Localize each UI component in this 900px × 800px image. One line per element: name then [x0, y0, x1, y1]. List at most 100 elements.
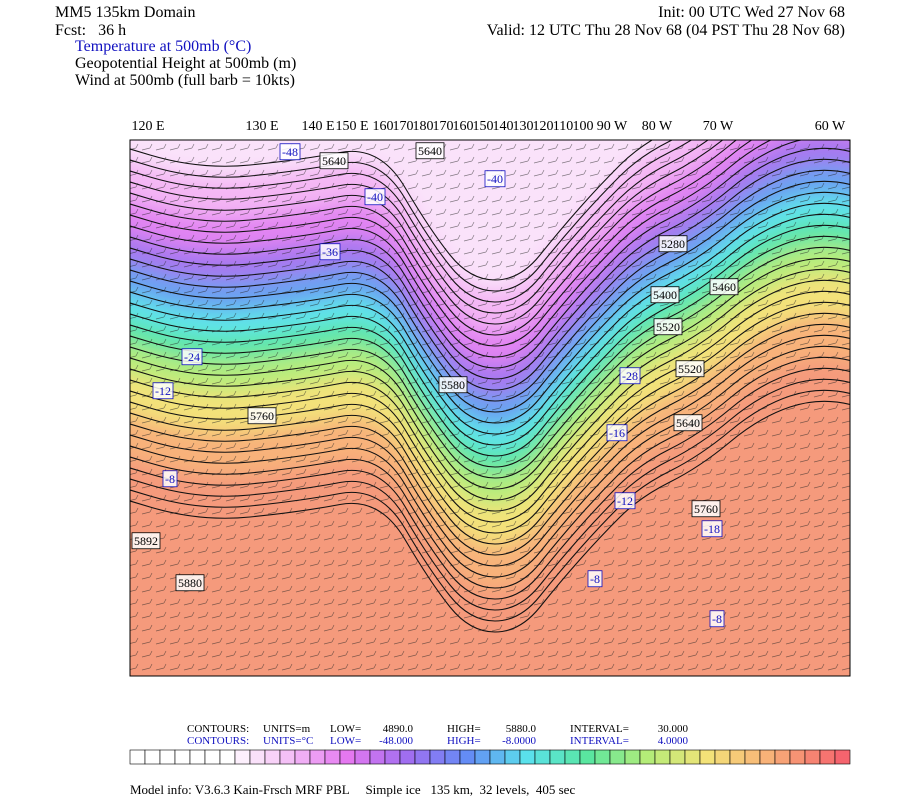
longitude-label: 80 W	[642, 119, 673, 134]
contour-info: UNITS=°C	[263, 735, 313, 747]
contour-label-box	[438, 376, 468, 394]
contour-label: 5760	[694, 502, 718, 516]
color-bar-cell	[609, 749, 626, 765]
contour-label: -28	[622, 369, 638, 383]
map	[130, 140, 850, 676]
longitude-label: 120 E	[131, 119, 164, 134]
longitude-label: 170	[393, 119, 414, 134]
contour-label: 5400	[653, 288, 677, 302]
contour-label: -12	[617, 494, 633, 508]
contour-label-box	[175, 574, 205, 592]
longitude-label: 60 W	[815, 119, 846, 134]
contour-label: 5640	[676, 416, 700, 430]
contour-label: -24	[184, 350, 200, 364]
field-title: Temperature at 500mb (°C)	[75, 38, 251, 55]
contour-label: -8	[712, 612, 722, 626]
longitude-labels: 120 E 130 E 140 E 150 E 160 170 180 170 160 150 14…	[131, 119, 846, 134]
color-bar-cell	[444, 749, 461, 765]
domain: MM5 135km Domain	[55, 4, 195, 21]
color-bar-cell	[339, 749, 356, 765]
color-bar-cell	[654, 749, 671, 765]
contour-label: 5640	[322, 154, 346, 168]
contour-info: 4.0000	[658, 735, 689, 747]
color-bar-cell	[279, 749, 296, 765]
longitude-label: 90 W	[597, 119, 628, 134]
contour-label-box	[709, 278, 739, 296]
contour-label: -40	[487, 172, 503, 186]
contour-label-box	[279, 143, 301, 161]
color-bar-cell	[264, 749, 281, 765]
contour-info: CONTOURS:	[187, 735, 249, 747]
contour-info: LOW=	[330, 735, 361, 747]
contour-label: -8	[590, 572, 600, 586]
longitude-label: 70 W	[703, 119, 734, 134]
contour-info: 30.000	[658, 723, 689, 735]
contour-info: 4890.0	[383, 723, 414, 735]
footer: CONTOURS: UNITS=m LOW= 4890.0 HIGH= 5880.0 INT…	[187, 723, 689, 747]
longitude-label: 160	[373, 119, 394, 134]
color-bar-cell	[729, 749, 746, 765]
color-bar-cell	[669, 749, 686, 765]
contour-label: -18	[704, 522, 720, 536]
color-bar-cell	[219, 749, 236, 765]
init: Init: 00 UTC Wed 27 Nov 68	[658, 4, 845, 21]
field-title: Wind at 500mb (full barb = 10kts)	[75, 72, 295, 89]
contour-label: 5280	[661, 237, 685, 251]
contour-label: -36	[322, 245, 338, 259]
contour-label: -8	[165, 472, 175, 486]
color-bar-cell	[189, 749, 206, 765]
contour-label-box	[701, 520, 723, 538]
color-bar-cell	[129, 749, 146, 765]
color-bar-cell	[564, 749, 581, 765]
contour-info: 5880.0	[506, 723, 537, 735]
color-bar-cell	[759, 749, 776, 765]
wind-barbs	[130, 140, 850, 676]
color-bar-cell	[699, 749, 716, 765]
contour-label-box	[606, 424, 628, 442]
contour-label-box	[181, 348, 203, 366]
contour-label: -48	[282, 145, 298, 159]
longitude-label: 140 E	[301, 119, 334, 134]
forecast: Fcst: 36 h	[55, 22, 126, 39]
color-bar-cell	[639, 749, 656, 765]
color-bar-cell	[519, 749, 536, 765]
color-bar-cell	[474, 749, 491, 765]
color-bar-cell	[459, 749, 476, 765]
contour-label-box	[415, 142, 445, 160]
color-bar-cell	[834, 749, 851, 765]
contour-info: INTERVAL=	[570, 723, 629, 735]
contour-label: 5520	[656, 320, 680, 334]
color-bar-cell	[624, 749, 641, 765]
longitude-label: 130	[513, 119, 534, 134]
contour-label-box	[162, 470, 178, 488]
color-bar-cell	[804, 749, 821, 765]
model-info: Model info: V3.6.3 Kain-Frsch MRF PBL Si…	[130, 782, 575, 797]
contour-label-box	[587, 570, 603, 588]
contour-label: 5520	[678, 362, 702, 376]
map-frame	[129, 139, 851, 677]
contour-label: 5580	[441, 378, 465, 392]
contour-label: -12	[155, 384, 171, 398]
contour-label-box	[650, 286, 680, 304]
color-bar-cell	[819, 749, 836, 765]
contour-label: 5460	[712, 280, 736, 294]
contour-info: -48.000	[379, 735, 413, 747]
color-bar-cell	[744, 749, 761, 765]
color-bar-cell	[429, 749, 446, 765]
contour-label-box	[691, 500, 721, 518]
color-bar-cell	[414, 749, 431, 765]
contour-label-box	[658, 235, 688, 253]
color-bar-cell	[714, 749, 731, 765]
contour-info: LOW=	[330, 723, 361, 735]
color-bar-cell	[504, 749, 521, 765]
contour-label-box	[709, 610, 725, 628]
color-bar-cell	[579, 749, 596, 765]
color-bar-cell	[399, 749, 416, 765]
contour-info: -8.0000	[502, 735, 536, 747]
color-bar-cell	[489, 749, 506, 765]
color-bar-cell	[204, 749, 221, 765]
field-title: Geopotential Height at 500mb (m)	[75, 55, 296, 72]
longitude-label: 130 E	[245, 119, 278, 134]
contour-label: 5880	[178, 576, 202, 590]
